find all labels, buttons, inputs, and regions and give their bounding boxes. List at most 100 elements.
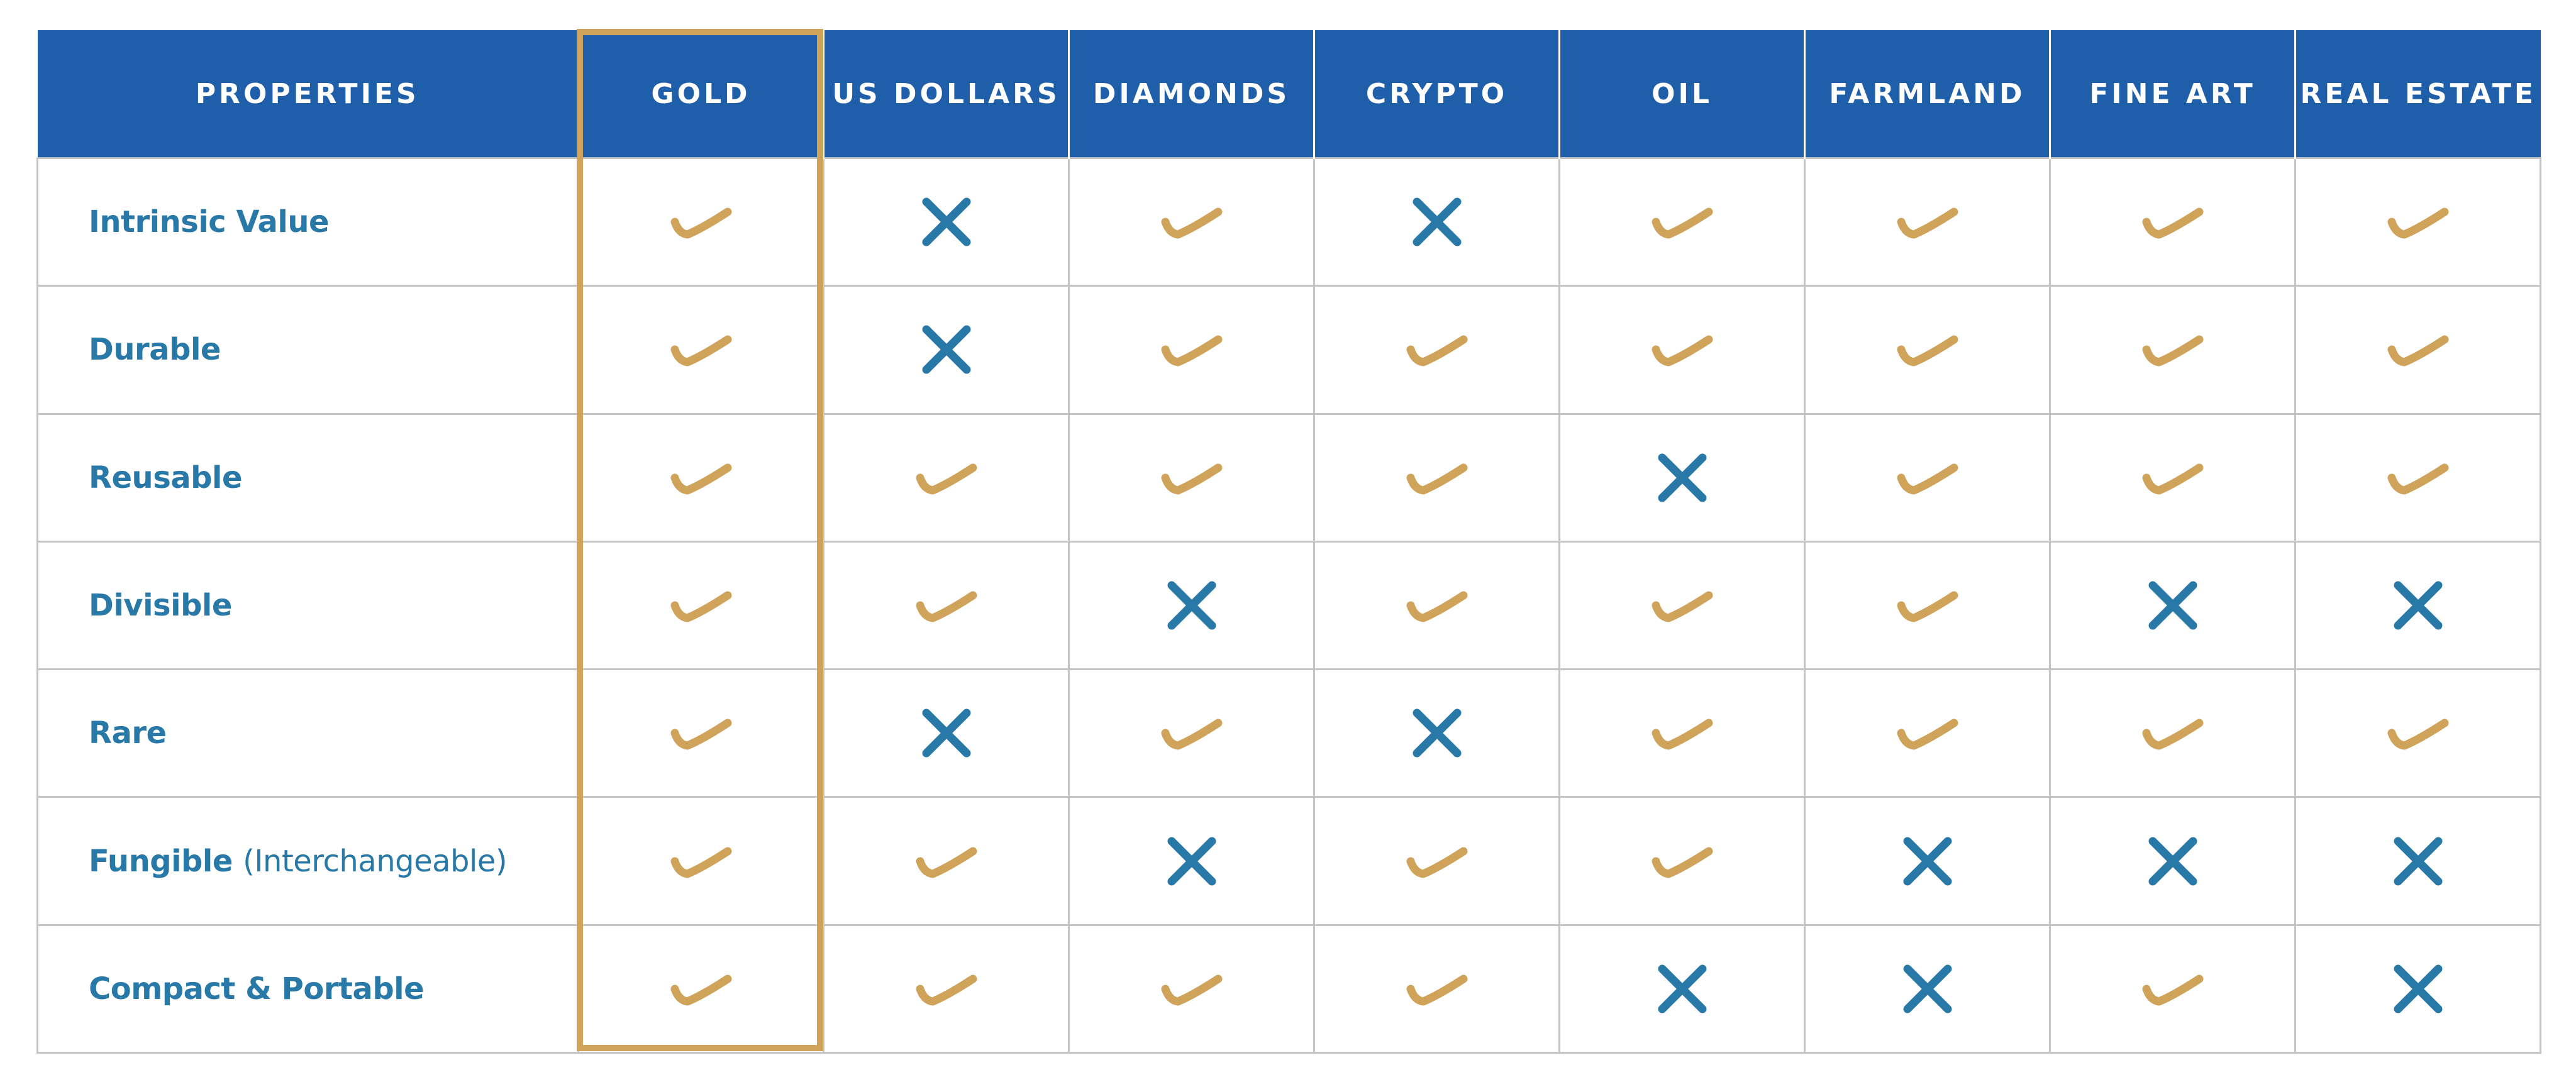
- cell-durable-us-dollars: [823, 285, 1070, 415]
- checkmark-icon: [1160, 203, 1223, 241]
- header-row: PROPERTIES GOLD US DOLLARS DIAMONDS CRYP…: [37, 30, 2541, 158]
- table-row: Intrinsic Value: [36, 157, 2541, 287]
- cell-rare-crypto: [1313, 668, 1560, 798]
- cell-reusable-real-estate: [2294, 412, 2541, 543]
- header-real-estate: REAL ESTATE: [2294, 30, 2541, 158]
- cell-reusable-oil: [1558, 412, 1806, 543]
- checkmark-icon: [2387, 714, 2450, 752]
- table-row: Rare: [36, 668, 2541, 798]
- row-label-fungible: Fungible (Interchangeable): [36, 796, 579, 926]
- cell-intrinsic-value-fine-art: [2049, 157, 2296, 287]
- checkmark-icon: [1160, 714, 1223, 752]
- row-label-rare: Rare: [36, 668, 579, 798]
- cell-fungible-farmland: [1804, 796, 2051, 926]
- cell-durable-real-estate: [2294, 285, 2541, 415]
- cell-compact-and-portable-real-estate: [2294, 924, 2541, 1054]
- checkmark-icon: [670, 587, 733, 624]
- checkmark-icon: [2387, 331, 2450, 368]
- checkmark-icon: [2141, 331, 2204, 368]
- row-label-text: Durable: [89, 332, 221, 368]
- cell-reusable-farmland: [1804, 412, 2051, 543]
- cell-compact-and-portable-us-dollars: [823, 924, 1070, 1054]
- checkmark-icon: [1406, 331, 1468, 368]
- cross-icon: [920, 323, 973, 376]
- cell-intrinsic-value-farmland: [1804, 157, 2051, 287]
- cross-icon: [2146, 579, 2199, 632]
- checkmark-icon: [1160, 970, 1223, 1008]
- cell-durable-diamonds: [1068, 285, 1315, 415]
- table-row: Durable: [36, 285, 2541, 415]
- cell-durable-gold: [577, 285, 824, 415]
- cell-reusable-diamonds: [1068, 412, 1315, 543]
- header-fine-art: FINE ART: [2049, 30, 2296, 158]
- row-label-text: Rare: [89, 715, 167, 751]
- checkmark-icon: [2141, 970, 2204, 1008]
- checkmark-icon: [1651, 587, 1714, 624]
- cell-rare-oil: [1558, 668, 1806, 798]
- row-label-note: (Interchangeable): [243, 843, 508, 879]
- checkmark-icon: [2387, 203, 2450, 241]
- cross-icon: [1656, 451, 1709, 504]
- checkmark-icon: [1896, 331, 1959, 368]
- cross-icon: [1165, 579, 1218, 632]
- cross-icon: [1656, 963, 1709, 1015]
- checkmark-icon: [1896, 203, 1959, 241]
- cell-compact-and-portable-fine-art: [2049, 924, 2296, 1054]
- table-body: Intrinsic Value Durable Reusable Divisible R…: [36, 157, 2541, 1054]
- cross-icon: [1165, 835, 1218, 888]
- checkmark-icon: [2141, 714, 2204, 752]
- checkmark-icon: [1896, 459, 1959, 497]
- cross-icon: [2392, 963, 2445, 1015]
- table-row: Compact & Portable: [36, 924, 2541, 1054]
- table-row: Reusable: [36, 412, 2541, 543]
- cell-compact-and-portable-gold: [577, 924, 824, 1054]
- cross-icon: [920, 196, 973, 248]
- header-oil: OIL: [1558, 30, 1805, 158]
- cross-icon: [1411, 196, 1463, 248]
- checkmark-icon: [915, 587, 978, 624]
- cell-durable-crypto: [1313, 285, 1560, 415]
- checkmark-icon: [670, 714, 733, 752]
- cell-rare-diamonds: [1068, 668, 1315, 798]
- cell-fungible-crypto: [1313, 796, 1560, 926]
- cell-fungible-real-estate: [2294, 796, 2541, 926]
- header-farmland: FARMLAND: [1804, 30, 2050, 158]
- cross-icon: [1901, 963, 1954, 1015]
- cell-rare-fine-art: [2049, 668, 2296, 798]
- header-properties: PROPERTIES: [37, 30, 579, 158]
- checkmark-icon: [1406, 459, 1468, 497]
- cell-compact-and-portable-diamonds: [1068, 924, 1315, 1054]
- checkmark-icon: [1406, 587, 1468, 624]
- cell-intrinsic-value-us-dollars: [823, 157, 1070, 287]
- cell-fungible-us-dollars: [823, 796, 1070, 926]
- checkmark-icon: [670, 842, 733, 880]
- checkmark-icon: [1896, 714, 1959, 752]
- row-label-text: Divisible: [89, 587, 232, 623]
- checkmark-icon: [1160, 459, 1223, 497]
- cell-reusable-crypto: [1313, 412, 1560, 543]
- cross-icon: [2146, 835, 2199, 888]
- cross-icon: [1411, 707, 1463, 759]
- table-row: Divisible: [36, 540, 2541, 671]
- cell-intrinsic-value-crypto: [1313, 157, 1560, 287]
- row-label-intrinsic-value: Intrinsic Value: [36, 157, 579, 287]
- cross-icon: [920, 707, 973, 759]
- cell-divisible-us-dollars: [823, 540, 1070, 671]
- header-crypto: CRYPTO: [1313, 30, 1560, 158]
- cell-divisible-farmland: [1804, 540, 2051, 671]
- comparison-table: PROPERTIES GOLD US DOLLARS DIAMONDS CRYP…: [36, 30, 2541, 1054]
- row-label-text: Intrinsic Value: [89, 204, 330, 240]
- checkmark-icon: [2141, 203, 2204, 241]
- cell-divisible-real-estate: [2294, 540, 2541, 671]
- row-label-compact-and-portable: Compact & Portable: [36, 924, 579, 1054]
- cell-intrinsic-value-real-estate: [2294, 157, 2541, 287]
- checkmark-icon: [1651, 842, 1714, 880]
- cell-compact-and-portable-crypto: [1313, 924, 1560, 1054]
- header-us-dollars: US DOLLARS: [823, 30, 1069, 158]
- cell-intrinsic-value-diamonds: [1068, 157, 1315, 287]
- cell-compact-and-portable-farmland: [1804, 924, 2051, 1054]
- cell-fungible-oil: [1558, 796, 1806, 926]
- checkmark-icon: [2387, 459, 2450, 497]
- cell-divisible-crypto: [1313, 540, 1560, 671]
- cell-divisible-gold: [577, 540, 824, 671]
